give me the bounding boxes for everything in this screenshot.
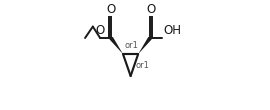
Text: O: O [95, 25, 104, 38]
Text: O: O [146, 3, 155, 16]
Text: OH: OH [163, 25, 181, 38]
Text: or1: or1 [124, 41, 138, 50]
Text: or1: or1 [136, 61, 149, 70]
Text: O: O [106, 3, 115, 16]
Polygon shape [138, 37, 152, 54]
Polygon shape [109, 37, 123, 54]
